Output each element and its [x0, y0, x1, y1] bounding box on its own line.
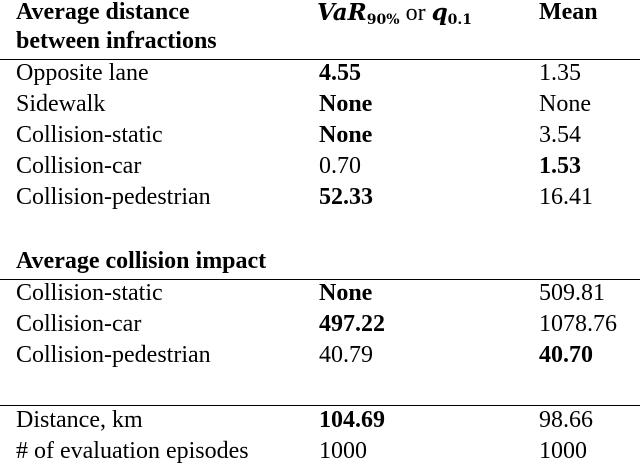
header-mean: Mean — [539, 0, 598, 25]
row-label: Collision-static — [16, 122, 163, 148]
table-row: Collision-pedestrian 40.79 40.70 — [0, 340, 640, 371]
table-row: Collision-car 497.22 1078.76 — [0, 309, 640, 340]
row-risk-value: 40.79 — [319, 342, 373, 368]
table-row: Opposite lane 4.55 1.35 — [0, 58, 640, 89]
row-risk-value: None — [319, 122, 373, 148]
header-metric-line2: between infractions — [16, 28, 217, 54]
header-or: or — [405, 0, 426, 26]
table-row: Sidewalk None None — [0, 89, 640, 120]
row-risk-value: 0.70 — [319, 153, 361, 179]
row-risk-value: 104.69 — [319, 407, 385, 433]
row-label: # of evaluation episodes — [16, 438, 249, 464]
table-row: # of evaluation episodes 1000 1000 — [0, 436, 640, 467]
row-label: Sidewalk — [16, 91, 106, 117]
row-label: Opposite lane — [16, 60, 149, 86]
row-risk-value: None — [319, 280, 373, 306]
row-mean-value: 40.70 — [539, 342, 593, 368]
summary-rule — [0, 405, 640, 406]
row-label: Collision-car — [16, 311, 142, 337]
header-metric-line1: Average distance — [16, 0, 190, 25]
row-label: Collision-static — [16, 280, 163, 306]
row-label: Collision-pedestrian — [16, 184, 211, 210]
row-mean-value: 1.35 — [539, 60, 581, 86]
row-label: Collision-car — [16, 153, 142, 179]
header-risk-measure: VaR90% or q0.1 — [317, 0, 472, 29]
row-mean-value: 509.81 — [539, 280, 605, 306]
row-mean-value: 16.41 — [539, 184, 593, 210]
header-row-2: between infractions — [0, 26, 640, 57]
row-label: Distance, km — [16, 407, 143, 433]
table-row: Collision-static None 509.81 — [0, 278, 640, 309]
row-risk-value: 1000 — [319, 438, 367, 464]
section-rule — [0, 279, 640, 280]
row-label: Collision-pedestrian — [16, 342, 211, 368]
header-q-symbol: q0.1 — [431, 0, 473, 28]
row-risk-value: 497.22 — [319, 311, 385, 337]
row-mean-value: None — [539, 91, 591, 117]
table-row: Collision-static None 3.54 — [0, 120, 640, 151]
row-mean-value: 3.54 — [539, 122, 581, 148]
row-mean-value: 1078.76 — [539, 311, 617, 337]
section-title: Average collision impact — [16, 248, 267, 274]
row-risk-value: 52.33 — [319, 184, 373, 210]
header-row: Average distance VaR90% or q0.1 Mean — [0, 0, 640, 28]
table-row: Collision-car 0.70 1.53 — [0, 151, 640, 182]
table-row: Distance, km 104.69 98.66 — [0, 405, 640, 436]
row-mean-value: 98.66 — [539, 407, 593, 433]
row-mean-value: 1.53 — [539, 153, 581, 179]
header-rule — [0, 59, 640, 60]
section-title-row: Average collision impact — [0, 246, 640, 277]
table-row: Collision-pedestrian 52.33 16.41 — [0, 182, 640, 213]
row-risk-value: None — [319, 91, 373, 117]
row-mean-value: 1000 — [539, 438, 587, 464]
header-var-symbol: VaR90% — [317, 0, 400, 28]
row-risk-value: 4.55 — [319, 60, 361, 86]
